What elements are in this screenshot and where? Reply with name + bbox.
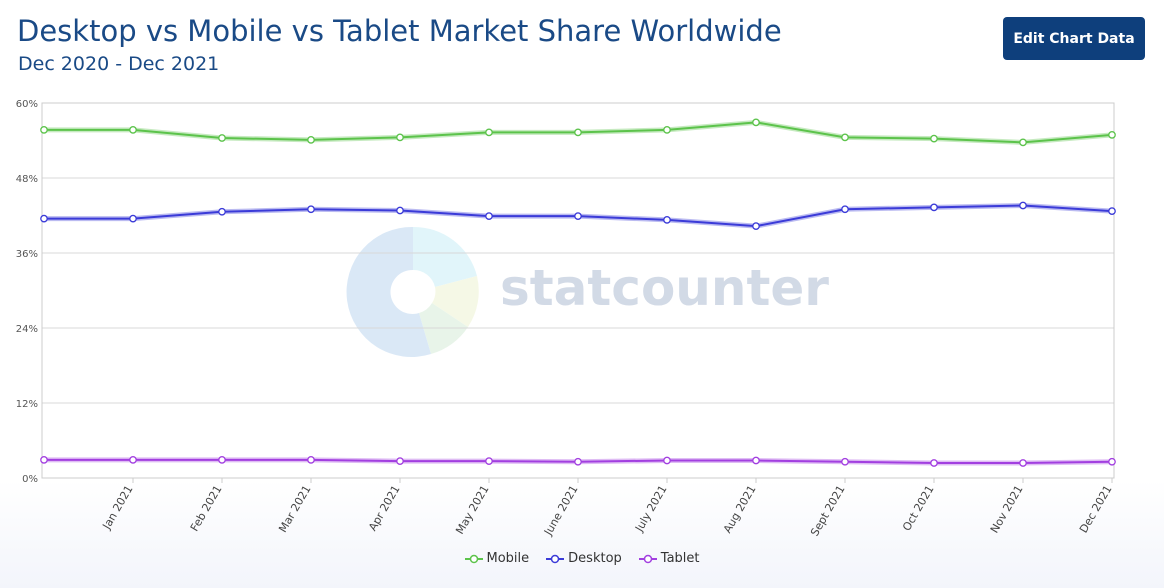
data-point-desktop[interactable] [841,205,849,214]
legend-item-tablet[interactable]: Tablet [638,551,700,566]
data-point-mobile[interactable] [485,128,493,137]
legend-item-desktop[interactable]: Desktop [546,551,622,566]
series-lines [40,118,1116,467]
data-point-tablet[interactable] [307,456,315,464]
x-tick-label: Apr 2021 [366,483,403,533]
data-point-desktop[interactable] [129,214,137,223]
x-tick-label: Dec 2021 [1077,483,1115,535]
data-point-mobile[interactable] [1108,131,1116,139]
legend-marker-icon [638,554,657,563]
data-point-tablet[interactable] [40,456,48,464]
legend-label: Mobile [486,551,530,566]
y-tick-label: 48% [16,174,38,185]
y-tick-label: 36% [16,249,38,260]
watermark-text: statcounter [500,259,829,317]
data-point-desktop[interactable] [1108,207,1116,215]
line-chart: statcounter 0% 12% 24% 36% 48% 60% Jan 2021 Fe… [16,99,1116,538]
data-point-tablet[interactable] [574,457,582,466]
data-point-mobile[interactable] [40,126,48,134]
y-tick-label: 12% [16,399,38,410]
chart-title: Desktop vs Mobile vs Tablet Market Share… [17,14,782,48]
data-point-mobile[interactable] [307,136,315,144]
x-tick-label: Jan 2021 [100,483,136,532]
chart-subtitle: Dec 2020 - Dec 2021 [18,53,220,75]
data-point-mobile[interactable] [1019,138,1027,147]
data-point-mobile[interactable] [841,133,849,142]
data-point-mobile[interactable] [396,133,404,142]
legend-marker-icon [464,554,483,563]
x-tick-label: Nov 2021 [988,483,1026,535]
x-tick-label: Oct 2021 [900,483,937,533]
data-point-desktop[interactable] [1019,201,1027,210]
legend-marker-icon [546,554,565,563]
data-point-tablet[interactable] [752,456,760,465]
legend: Mobile Desktop Tablet [0,551,1164,566]
legend-label: Tablet [660,551,700,566]
data-point-mobile[interactable] [663,126,671,134]
statcounter-logo-icon [346,226,479,357]
series-mobile [40,118,1116,147]
x-tick-label: May 2021 [453,483,491,536]
x-tick-label: Feb 2021 [188,483,225,534]
series-desktop [40,201,1116,230]
data-point-tablet[interactable] [218,456,226,464]
data-point-mobile[interactable] [930,134,938,143]
edit-chart-data-button[interactable]: Edit Chart Data [1003,17,1145,60]
data-point-tablet[interactable] [129,456,137,464]
x-tick-label: Sept 2021 [808,483,848,538]
data-point-desktop[interactable] [663,216,671,224]
data-point-desktop[interactable] [396,206,404,215]
data-point-desktop[interactable] [574,212,582,220]
x-tick-label: July 2021 [632,483,669,535]
data-point-desktop[interactable] [752,222,760,230]
data-point-mobile[interactable] [574,128,582,137]
data-point-mobile[interactable] [218,134,226,142]
data-point-tablet[interactable] [1108,457,1116,466]
data-point-tablet[interactable] [485,457,493,465]
x-tick-label: Mar 2021 [276,483,313,535]
x-tick-label: Aug 2021 [721,483,759,535]
data-point-tablet[interactable] [930,459,938,467]
data-point-mobile[interactable] [129,126,137,134]
data-point-desktop[interactable] [930,203,938,212]
y-axis: 0% 12% 24% 36% 48% 60% [16,99,38,485]
data-point-tablet[interactable] [663,456,671,465]
y-tick-label: 0% [22,474,38,485]
page-background [0,480,1164,588]
y-tick-label: 24% [16,324,38,335]
legend-label: Desktop [568,551,622,566]
legend-item-mobile[interactable]: Mobile [464,551,530,566]
x-axis: Jan 2021 Feb 2021 Mar 2021 Apr 2021 May 2021… [100,478,1115,538]
data-point-desktop[interactable] [40,214,48,223]
data-point-tablet[interactable] [396,457,404,465]
x-tick-label: June 2021 [541,483,580,538]
data-point-desktop[interactable] [307,205,315,214]
data-point-tablet[interactable] [1019,459,1027,467]
data-point-desktop[interactable] [485,212,493,220]
data-point-mobile[interactable] [752,118,760,127]
y-tick-label: 60% [16,99,38,110]
data-point-tablet[interactable] [841,457,849,466]
data-point-desktop[interactable] [218,207,226,216]
series-tablet [40,456,1116,467]
